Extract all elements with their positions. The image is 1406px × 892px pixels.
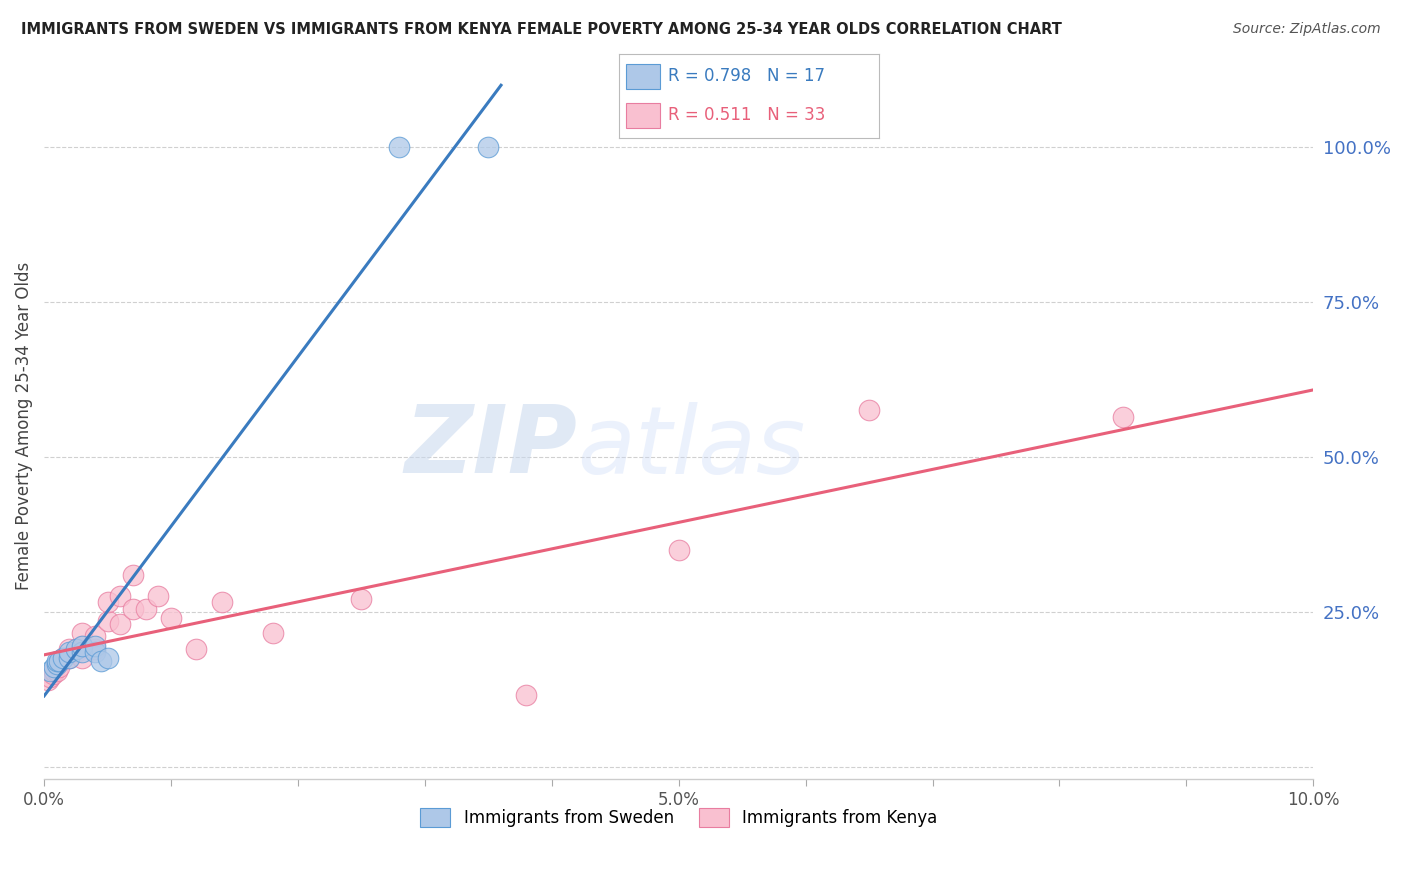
Legend: Immigrants from Sweden, Immigrants from Kenya: Immigrants from Sweden, Immigrants from … xyxy=(413,802,943,834)
Text: R = 0.798   N = 17: R = 0.798 N = 17 xyxy=(668,68,825,86)
Point xyxy=(211,595,233,609)
Point xyxy=(70,645,93,659)
Point xyxy=(65,641,87,656)
Bar xyxy=(627,103,661,128)
Point xyxy=(44,660,66,674)
Y-axis label: Female Poverty Among 25-34 Year Olds: Female Poverty Among 25-34 Year Olds xyxy=(15,262,32,591)
Point xyxy=(70,639,93,653)
Point xyxy=(39,664,62,678)
Point xyxy=(858,403,880,417)
Text: atlas: atlas xyxy=(576,401,806,492)
Point xyxy=(45,657,67,672)
Point xyxy=(37,673,59,687)
Text: Source: ZipAtlas.com: Source: ZipAtlas.com xyxy=(1233,22,1381,37)
Point xyxy=(262,626,284,640)
Point xyxy=(668,542,690,557)
Point xyxy=(48,660,70,674)
Point xyxy=(39,670,62,684)
Point xyxy=(160,611,183,625)
Point xyxy=(110,617,132,632)
Point xyxy=(122,567,145,582)
Point xyxy=(45,654,67,668)
Point xyxy=(135,601,157,615)
Point xyxy=(45,657,67,672)
Point xyxy=(110,589,132,603)
Point xyxy=(515,689,537,703)
Point xyxy=(186,641,208,656)
Point xyxy=(70,626,93,640)
Point xyxy=(58,645,80,659)
Point xyxy=(97,595,120,609)
Text: ZIP: ZIP xyxy=(405,401,576,493)
Point xyxy=(1112,409,1135,424)
Point xyxy=(83,630,105,644)
Text: IMMIGRANTS FROM SWEDEN VS IMMIGRANTS FROM KENYA FEMALE POVERTY AMONG 25-34 YEAR : IMMIGRANTS FROM SWEDEN VS IMMIGRANTS FRO… xyxy=(21,22,1062,37)
Point xyxy=(97,651,120,665)
Point xyxy=(58,651,80,665)
Point xyxy=(44,664,66,678)
Point xyxy=(97,614,120,628)
Point xyxy=(83,639,105,653)
Point xyxy=(83,645,105,659)
Point xyxy=(122,601,145,615)
Point xyxy=(52,651,75,665)
Point xyxy=(83,641,105,656)
Point xyxy=(70,651,93,665)
Point xyxy=(48,654,70,668)
Point xyxy=(70,639,93,653)
Point xyxy=(388,140,411,154)
Point xyxy=(350,592,373,607)
Point xyxy=(58,651,80,665)
Point xyxy=(65,645,87,659)
Bar xyxy=(627,63,661,89)
Point xyxy=(58,641,80,656)
Point xyxy=(52,651,75,665)
Point xyxy=(42,666,65,681)
Text: R = 0.511   N = 33: R = 0.511 N = 33 xyxy=(668,106,825,124)
Point xyxy=(477,140,499,154)
Point xyxy=(148,589,170,603)
Point xyxy=(90,654,112,668)
Point xyxy=(45,664,67,678)
